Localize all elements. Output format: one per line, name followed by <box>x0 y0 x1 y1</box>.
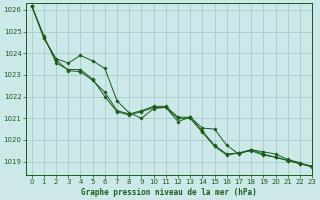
X-axis label: Graphe pression niveau de la mer (hPa): Graphe pression niveau de la mer (hPa) <box>81 188 257 197</box>
